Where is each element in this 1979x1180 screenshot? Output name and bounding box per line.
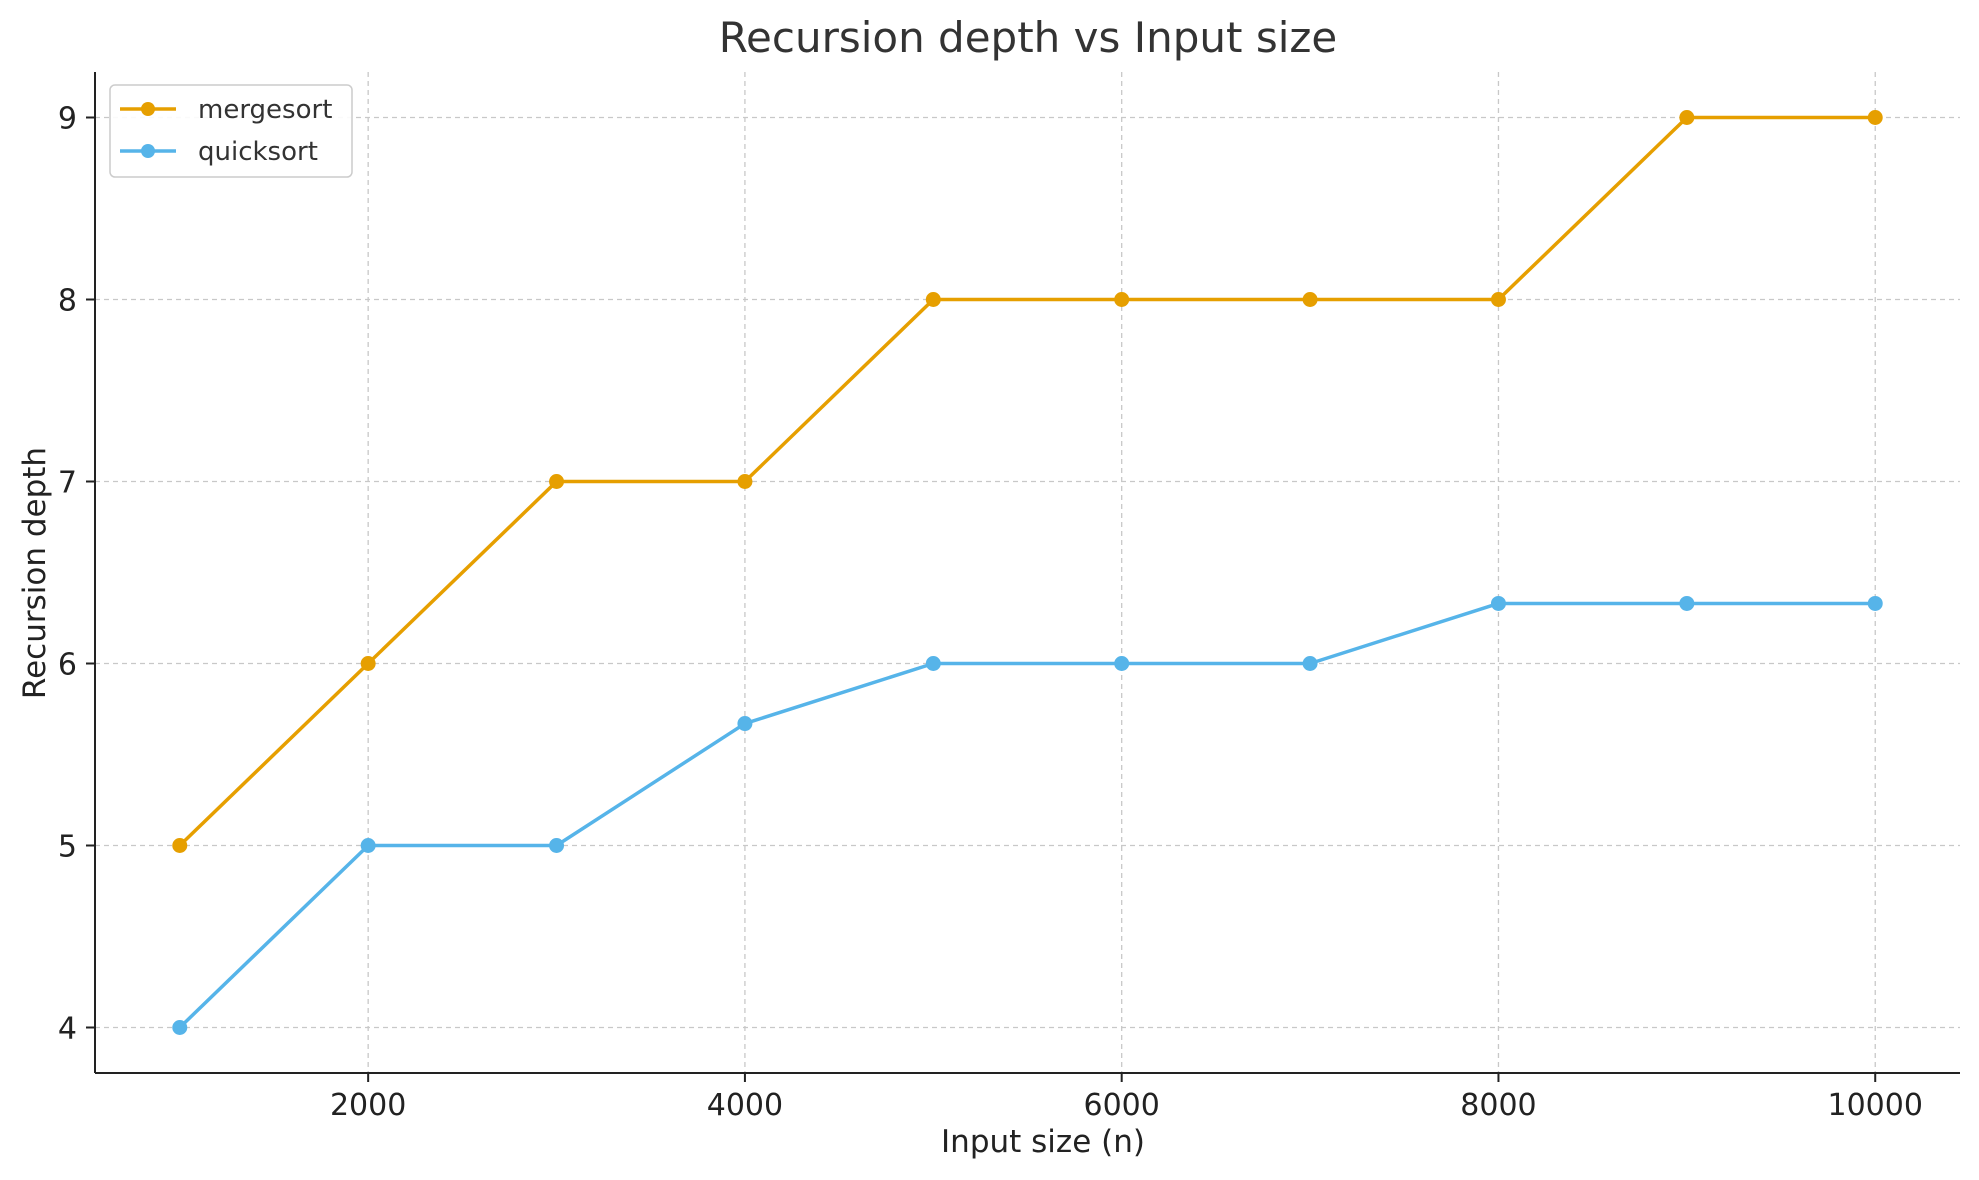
series-quicksort [172, 595, 1883, 1035]
y-axis-label: Recursion depth [17, 447, 53, 699]
mergesort-line [178, 115, 1876, 847]
mergesort-point [360, 656, 376, 671]
quicksort-point [360, 838, 376, 853]
y-tick-label: 4 [58, 1012, 77, 1047]
legend: mergesort quicksort [109, 84, 353, 178]
x-axis-label: Input size (n) [941, 1124, 1145, 1160]
x-tick-label: 6000 [1084, 1088, 1160, 1123]
quicksort-point [172, 1020, 188, 1035]
mergesort-point [1679, 110, 1695, 125]
quicksort-line [178, 601, 1876, 1029]
mergesort-point [172, 838, 188, 853]
y-tick-label: 5 [58, 830, 77, 865]
y-tick-label: 9 [58, 102, 77, 137]
mergesort-point [1302, 292, 1318, 307]
mergesort-point [549, 474, 565, 489]
quicksort-point [1302, 656, 1318, 671]
quicksort-point [549, 838, 565, 853]
quicksort-point [1679, 595, 1695, 611]
legend-swatch-marker [141, 144, 155, 158]
quicksort-point [1867, 595, 1883, 611]
y-tick-label: 7 [58, 466, 77, 501]
grid-lines [95, 72, 1960, 1073]
quicksort-point [737, 716, 753, 732]
x-tick-label: 8000 [1460, 1088, 1536, 1123]
y-tick-label: 6 [58, 648, 77, 683]
mergesort-point [1867, 110, 1883, 125]
quicksort-point [1490, 595, 1506, 611]
legend-item-quicksort: quicksort [120, 137, 318, 167]
axes [94, 72, 1960, 1074]
x-axis-ticks: 2000 4000 6000 8000 10000 [330, 1073, 1923, 1123]
y-axis-ticks: 4 5 6 7 8 9 [58, 102, 95, 1047]
mergesort-point [1490, 292, 1506, 307]
data-series [172, 110, 1883, 1035]
series-mergesort [172, 110, 1883, 853]
quicksort-point [925, 656, 941, 671]
legend-swatch-marker [141, 102, 155, 116]
chart-title: Recursion depth vs Input size [719, 13, 1338, 62]
mergesort-point [1114, 292, 1130, 307]
x-tick-label: 10000 [1828, 1088, 1923, 1123]
quicksort-point [1114, 656, 1130, 671]
y-tick-label: 8 [58, 284, 77, 319]
legend-item-mergesort: mergesort [120, 95, 332, 125]
mergesort-point [925, 292, 941, 307]
x-tick-label: 4000 [707, 1088, 783, 1123]
mergesort-point [737, 474, 753, 489]
legend-label: quicksort [198, 137, 318, 167]
legend-label: mergesort [198, 95, 332, 125]
x-tick-label: 2000 [330, 1088, 406, 1123]
